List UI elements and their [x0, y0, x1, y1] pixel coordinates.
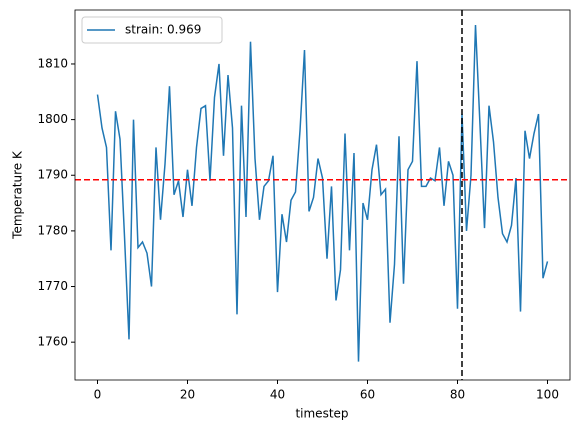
y-tick-label: 1790	[37, 168, 68, 182]
x-tick-label: 100	[536, 388, 559, 402]
x-tick-label: 40	[270, 388, 285, 402]
x-tick-label: 80	[450, 388, 465, 402]
y-tick-label: 1760	[37, 335, 68, 349]
x-tick-label: 20	[180, 388, 195, 402]
y-tick-label: 1800	[37, 112, 68, 126]
x-axis-label: timestep	[295, 407, 348, 421]
data-line	[96, 24, 549, 362]
x-tick-label: 0	[94, 388, 102, 402]
y-tick-label: 1780	[37, 223, 68, 237]
y-tick-label: 1770	[37, 279, 68, 293]
y-tick-label: 1810	[37, 56, 68, 70]
plot-frame	[74, 9, 571, 381]
legend-box	[81, 16, 223, 44]
legend-label: strain: 0.969	[125, 23, 201, 37]
y-axis-label: Temperature K	[11, 150, 25, 240]
x-tick-label: 60	[360, 388, 375, 402]
